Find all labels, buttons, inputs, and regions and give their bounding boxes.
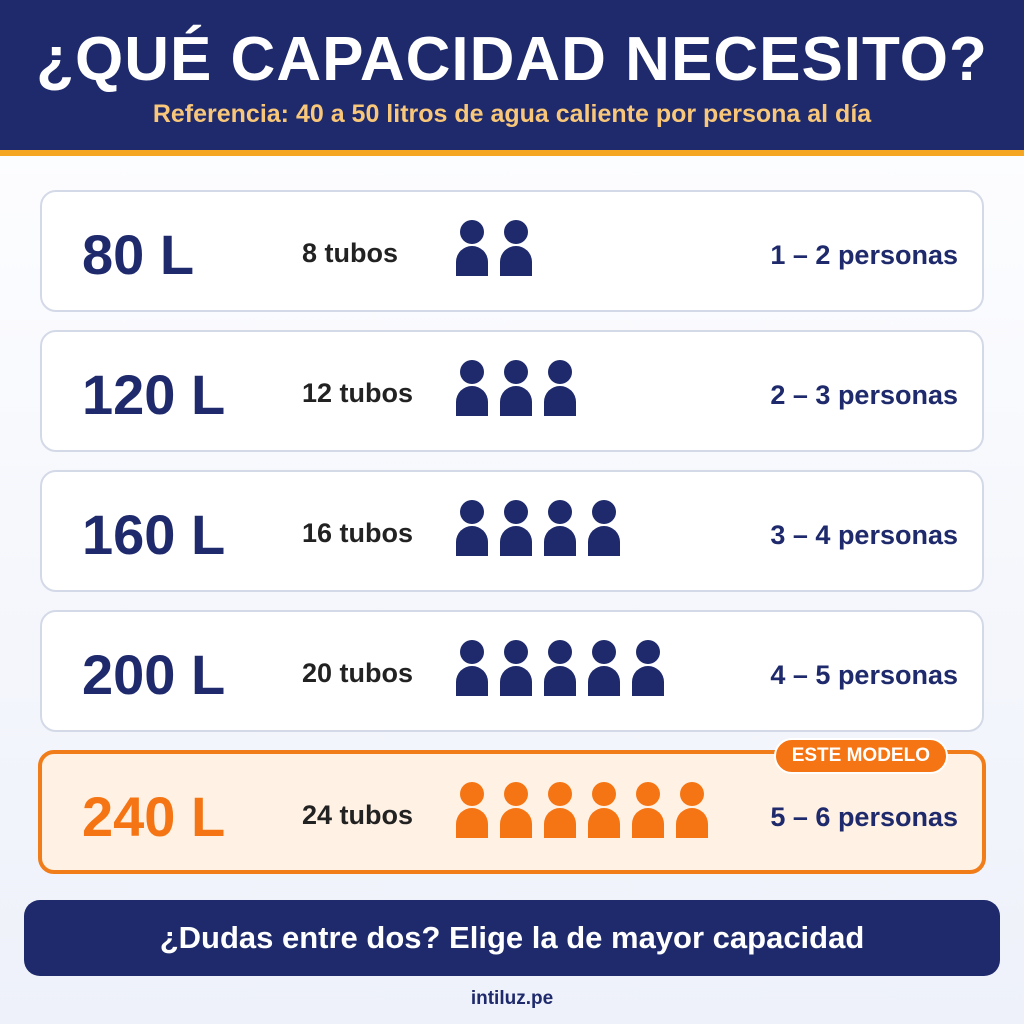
person-icon: [544, 500, 576, 556]
person-icons: [456, 360, 576, 416]
people: 4 – 5 personas: [770, 660, 958, 690]
person-icon: [500, 640, 532, 696]
person-icon: [456, 500, 488, 556]
subtitle: Referencia: 40 a 50 litros de agua calie…: [152, 100, 872, 128]
badge: ESTE MODELO: [773, 738, 948, 774]
person-icon: [632, 640, 664, 696]
people: 2 – 3 personas: [770, 380, 958, 410]
capacity: 200 L: [82, 643, 226, 706]
person-icon: [544, 360, 576, 416]
person-icon: [500, 782, 532, 838]
header: ¿QUÉ CAPACIDAD NECESITO? Referencia: 40 …: [0, 0, 1024, 156]
title: ¿QUÉ CAPACIDAD NECESITO?: [36, 25, 988, 94]
person-icons: [456, 782, 708, 838]
tubes: 24 tubos: [302, 800, 414, 830]
person-icon: [456, 360, 488, 416]
capacity-row: 200 L 20 tubos 4 – 5 personas: [40, 610, 984, 732]
person-icons: [456, 220, 532, 276]
person-icon: [588, 640, 620, 696]
capacity: 160 L: [82, 503, 226, 566]
footer-banner: ¿Dudas entre dos? Elige la de mayor capa…: [24, 900, 1000, 976]
person-icons: [456, 640, 664, 696]
tubes: 12 tubos: [302, 378, 414, 408]
capacity-row: 120 L 12 tubos 2 – 3 personas: [40, 330, 984, 452]
person-icon: [544, 782, 576, 838]
person-icon: [632, 782, 664, 838]
person-icon: [500, 220, 532, 276]
capacity: 240 L: [82, 785, 226, 848]
person-icon: [544, 640, 576, 696]
capacity-row: 160 L 16 tubos 3 – 4 personas: [40, 470, 984, 592]
tubes: 8 tubos: [302, 238, 399, 268]
tubes: 16 tubos: [302, 518, 414, 548]
person-icon: [588, 782, 620, 838]
tubes: 20 tubos: [302, 658, 414, 688]
people: 5 – 6 personas: [770, 802, 958, 832]
person-icon: [588, 500, 620, 556]
person-icon: [456, 640, 488, 696]
person-icon: [500, 360, 532, 416]
capacity-row: 80 L 8 tubos 1 – 2 personas: [40, 190, 984, 312]
capacity-row: 240 L 24 tubos 5 – 6 personas ESTE MODELO: [38, 738, 986, 874]
people: 3 – 4 personas: [770, 520, 958, 550]
capacity: 80 L: [82, 223, 195, 286]
person-icon: [456, 220, 488, 276]
footer-url[interactable]: intiluz.pe: [470, 988, 554, 1009]
person-icon: [500, 500, 532, 556]
person-icon: [676, 782, 708, 838]
person-icons: [456, 500, 620, 556]
person-icon: [456, 782, 488, 838]
capacity: 120 L: [82, 363, 226, 426]
people: 1 – 2 personas: [770, 240, 958, 270]
